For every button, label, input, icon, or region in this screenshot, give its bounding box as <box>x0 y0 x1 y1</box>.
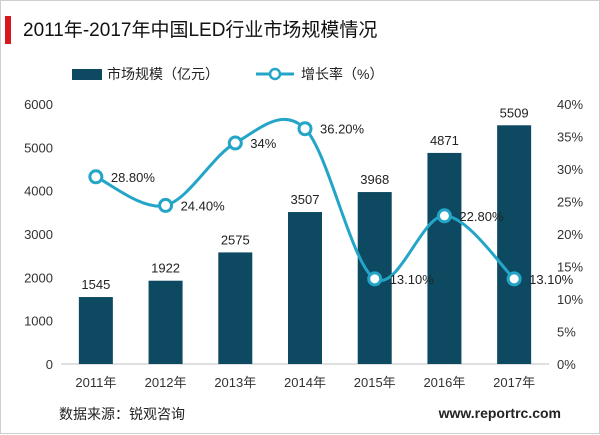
x-tick-label: 2017年 <box>493 375 535 390</box>
growth-rate-marker <box>367 271 383 287</box>
y-left-tick-label: 5000 <box>24 140 53 155</box>
y-left-tick-label: 4000 <box>24 184 53 199</box>
y-right-tick-label: 35% <box>557 130 583 145</box>
bar-value-label: 1545 <box>81 277 110 292</box>
growth-rate-label: 36.20% <box>320 122 365 137</box>
y-axis-right: 0% 5% 10% 15% 20% 25% 30% 35% 40% <box>557 97 583 372</box>
bar <box>218 252 253 364</box>
y-left-tick-label: 6000 <box>24 97 53 112</box>
growth-rate-markers <box>88 121 522 287</box>
growth-rate-label: 28.80% <box>111 170 156 185</box>
growth-rate-label: 13.10% <box>529 272 574 287</box>
title-accent-bar <box>5 16 11 44</box>
growth-rate-marker <box>227 135 243 151</box>
legend-bar-swatch <box>72 69 102 80</box>
legend: 市场规模（亿元） 增长率（%） <box>72 66 383 82</box>
y-left-tick-label: 1000 <box>24 314 53 329</box>
website-link[interactable]: www.reportrc.com <box>438 405 561 421</box>
growth-rate-labels: 28.80% 24.40% 34% 36.20% 13.10% 22.80% 13.10% <box>111 122 574 287</box>
legend-line-label: 增长率（%） <box>301 66 383 82</box>
y-right-tick-label: 20% <box>557 227 583 242</box>
x-tick-label: 2016年 <box>423 375 465 390</box>
bar <box>148 280 183 364</box>
y-right-tick-label: 5% <box>557 325 576 340</box>
x-tick-label: 2015年 <box>354 375 396 390</box>
data-source-note: 数据来源：锐观咨询 <box>59 406 185 422</box>
bar <box>497 125 532 364</box>
y-right-tick-label: 30% <box>557 162 583 177</box>
bar-value-labels: 1545 1922 2575 3507 3968 4871 5509 <box>81 105 528 292</box>
bar-value-label: 3507 <box>291 192 320 207</box>
bar <box>427 152 462 364</box>
y-left-tick-label: 2000 <box>24 270 53 285</box>
legend-line-marker <box>268 67 282 81</box>
chart-title: 2011年-2017年中国LED行业市场规模情况 <box>23 20 378 41</box>
growth-rate-marker <box>88 169 104 185</box>
y-right-tick-label: 15% <box>557 260 583 275</box>
growth-rate-marker <box>436 208 452 224</box>
x-tick-label: 2011年 <box>75 375 116 390</box>
y-right-tick-label: 40% <box>557 97 583 112</box>
legend-bar-label: 市场规模（亿元） <box>107 66 219 82</box>
y-right-tick-label: 0% <box>557 357 576 372</box>
bar-value-label: 3968 <box>360 172 389 187</box>
bar-value-label: 4871 <box>430 133 459 148</box>
y-axis-left: 0 1000 2000 3000 4000 5000 6000 <box>24 97 53 372</box>
y-left-tick-label: 3000 <box>24 227 53 242</box>
growth-rate-label: 22.80% <box>459 209 504 224</box>
bar-series <box>78 125 532 364</box>
growth-rate-marker <box>158 197 174 213</box>
y-right-tick-label: 25% <box>557 195 583 210</box>
x-tick-label: 2014年 <box>284 375 326 390</box>
bar <box>288 212 322 364</box>
growth-rate-label: 13.10% <box>390 272 435 287</box>
growth-rate-marker <box>506 271 522 287</box>
y-left-tick-label: 0 <box>46 357 53 372</box>
y-right-tick-label: 10% <box>557 292 583 307</box>
bar-value-label: 2575 <box>221 232 250 247</box>
bar <box>78 297 113 364</box>
growth-rate-label: 34% <box>250 136 276 151</box>
bar-value-label: 1922 <box>151 261 180 276</box>
growth-rate-label: 24.40% <box>181 198 226 213</box>
growth-rate-marker <box>297 121 313 137</box>
x-tick-label: 2012年 <box>145 375 187 390</box>
x-axis-labels: 2011年 2012年 2013年 2014年 2015年 2016年 2017年 <box>75 375 535 390</box>
x-tick-label: 2013年 <box>214 375 256 390</box>
bar-value-label: 5509 <box>500 105 529 120</box>
